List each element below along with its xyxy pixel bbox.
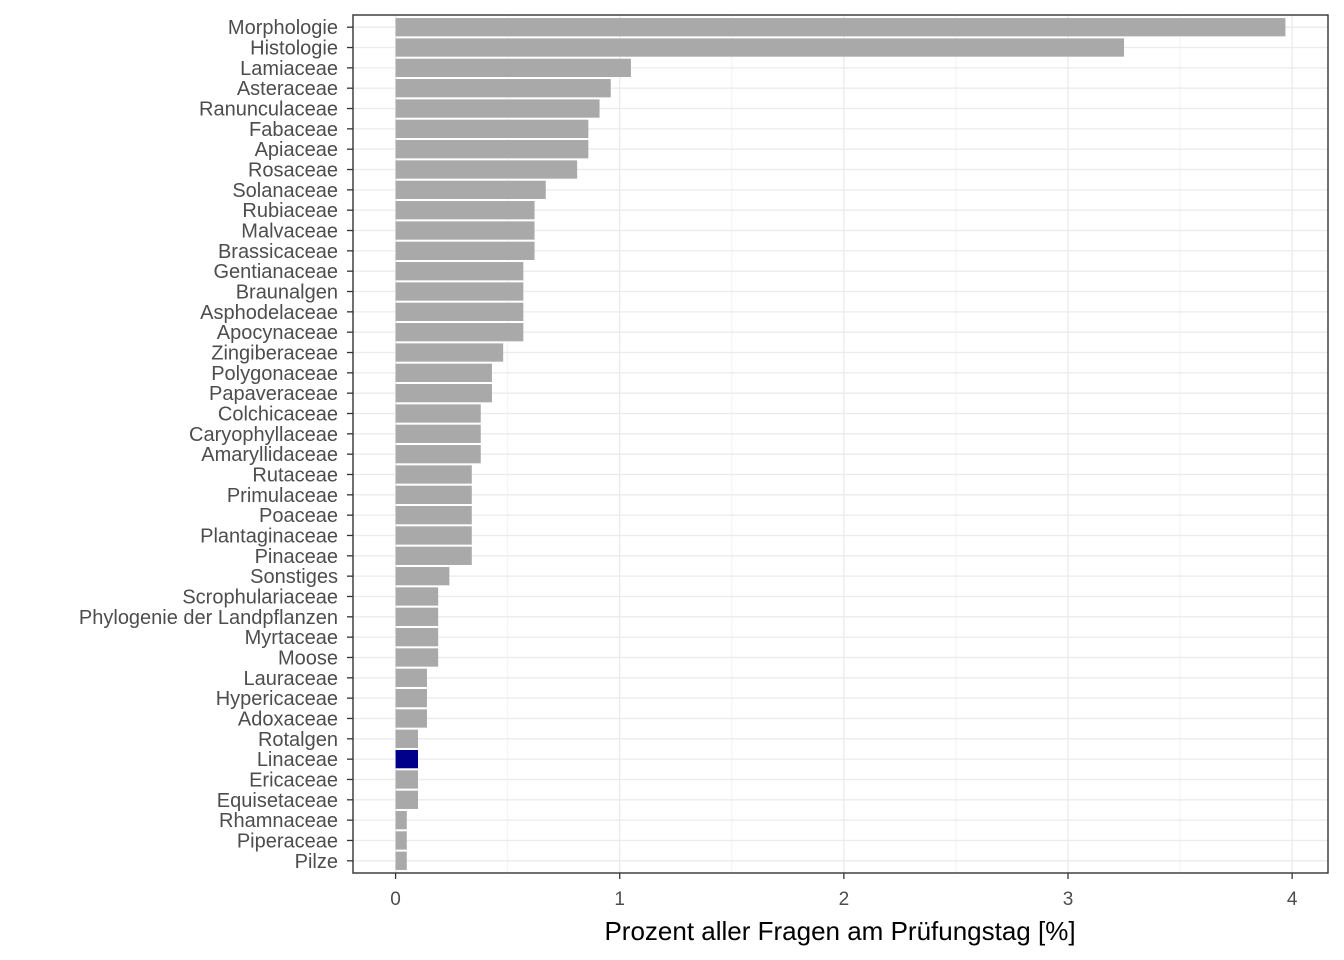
- y-tick-label: Rosaceae: [248, 160, 338, 182]
- y-tick-label: Pinaceae: [255, 546, 338, 568]
- y-tick-label: Brassicaceae: [218, 241, 338, 263]
- x-axis: 0 1 2 3 4: [390, 873, 1298, 910]
- x-axis-title: Prozent aller Fragen am Prüfungstag [%]: [604, 916, 1075, 946]
- bar: [395, 587, 439, 606]
- y-tick-label: Primulaceae: [227, 485, 338, 507]
- y-tick-label: Pilze: [295, 851, 338, 873]
- bar: [395, 180, 546, 200]
- y-tick-label: Rutaceae: [252, 464, 338, 486]
- x-tick-label: 4: [1287, 889, 1298, 910]
- bar: [395, 262, 524, 281]
- y-tick-label: Solanaceae: [232, 180, 338, 202]
- bar: [395, 201, 535, 220]
- bar: [395, 506, 472, 525]
- bar: [395, 38, 1125, 57]
- bar: [395, 770, 418, 789]
- y-tick-label: Adoxaceae: [238, 708, 338, 730]
- y-tick-label: Apocynaceae: [217, 322, 338, 344]
- y-tick-label: Asteraceae: [237, 78, 338, 100]
- y-tick-label: Scrophulariaceae: [182, 586, 338, 608]
- y-tick-label: Moose: [278, 647, 338, 669]
- x-tick-label: 2: [839, 889, 850, 910]
- y-tick-label: Plantaginaceae: [200, 525, 338, 547]
- bar: [395, 567, 450, 586]
- bar: [395, 485, 472, 504]
- y-tick-label: Colchicaceae: [218, 404, 338, 426]
- y-tick-label: Zingiberaceae: [211, 343, 338, 365]
- bar: [395, 79, 611, 98]
- bar: [395, 445, 481, 464]
- bar: [395, 729, 418, 748]
- y-tick-label: Amaryllidaceae: [201, 444, 338, 466]
- y-tick-label: Piperaceae: [237, 830, 338, 852]
- y-axis: MorphologieHistologieLamiaceaeAsteraceae…: [79, 17, 353, 873]
- bar: [395, 709, 427, 728]
- bar: [395, 749, 418, 769]
- bar: [395, 465, 472, 484]
- bar: [395, 343, 504, 362]
- y-tick-label: Histologie: [250, 38, 338, 60]
- y-tick-label: Asphodelaceae: [200, 302, 338, 324]
- y-tick-label: Polygonaceae: [211, 363, 338, 385]
- y-tick-label: Poaceae: [259, 505, 338, 527]
- bar: [395, 546, 472, 565]
- y-tick-label: Caryophyllaceae: [189, 424, 338, 446]
- y-tick-label: Rubiaceae: [242, 200, 338, 222]
- bar: [395, 18, 1286, 37]
- y-tick-label: Morphologie: [228, 17, 338, 39]
- y-tick-label: Lauraceae: [243, 668, 338, 690]
- bar: [395, 790, 418, 809]
- bar: [395, 404, 481, 423]
- bar: [395, 688, 427, 708]
- bar: [395, 140, 589, 159]
- y-tick-label: Braunalgen: [236, 282, 338, 304]
- bars: [395, 18, 1286, 870]
- bar: [395, 58, 631, 78]
- y-tick-label: Ranunculaceae: [199, 99, 338, 121]
- y-tick-label: Phylogenie der Landpflanzen: [79, 607, 338, 629]
- bar: [395, 668, 427, 687]
- bar: [395, 384, 492, 403]
- bar: [395, 628, 439, 647]
- bar: [395, 302, 524, 321]
- y-tick-label: Gentianaceae: [213, 261, 338, 283]
- bar: [395, 241, 535, 260]
- y-tick-label: Malvaceae: [241, 221, 338, 243]
- x-tick-label: 3: [1063, 889, 1074, 910]
- y-tick-label: Papaveraceae: [209, 383, 338, 405]
- y-tick-label: Myrtaceae: [245, 627, 338, 649]
- bar: [395, 607, 439, 626]
- bar: [395, 99, 600, 118]
- bar: [395, 648, 439, 667]
- plot-border: [352, 14, 1329, 874]
- y-tick-label: Fabaceae: [249, 119, 338, 141]
- y-tick-label: Ericaceae: [249, 769, 338, 791]
- bar: [395, 526, 472, 545]
- y-tick-label: Sonstiges: [250, 566, 338, 588]
- bar: [395, 363, 492, 382]
- bar: [395, 424, 481, 443]
- bar: [395, 160, 578, 179]
- y-tick-label: Equisetaceae: [217, 790, 338, 812]
- x-tick-label: 1: [614, 889, 625, 910]
- bar: [395, 323, 524, 342]
- bar: [395, 221, 535, 240]
- bar: [395, 831, 407, 850]
- bar: [395, 282, 524, 301]
- bar: [395, 851, 407, 870]
- y-tick-label: Rhamnaceae: [219, 810, 338, 832]
- x-tick-label: 0: [390, 889, 401, 910]
- y-tick-label: Linaceae: [257, 749, 338, 771]
- y-tick-label: Hypericaceae: [216, 688, 338, 710]
- y-tick-label: Rotalgen: [258, 729, 338, 751]
- bar: [395, 810, 407, 830]
- y-tick-label: Lamiaceae: [240, 58, 338, 80]
- bar: [395, 119, 589, 139]
- y-tick-label: Apiaceae: [255, 139, 338, 161]
